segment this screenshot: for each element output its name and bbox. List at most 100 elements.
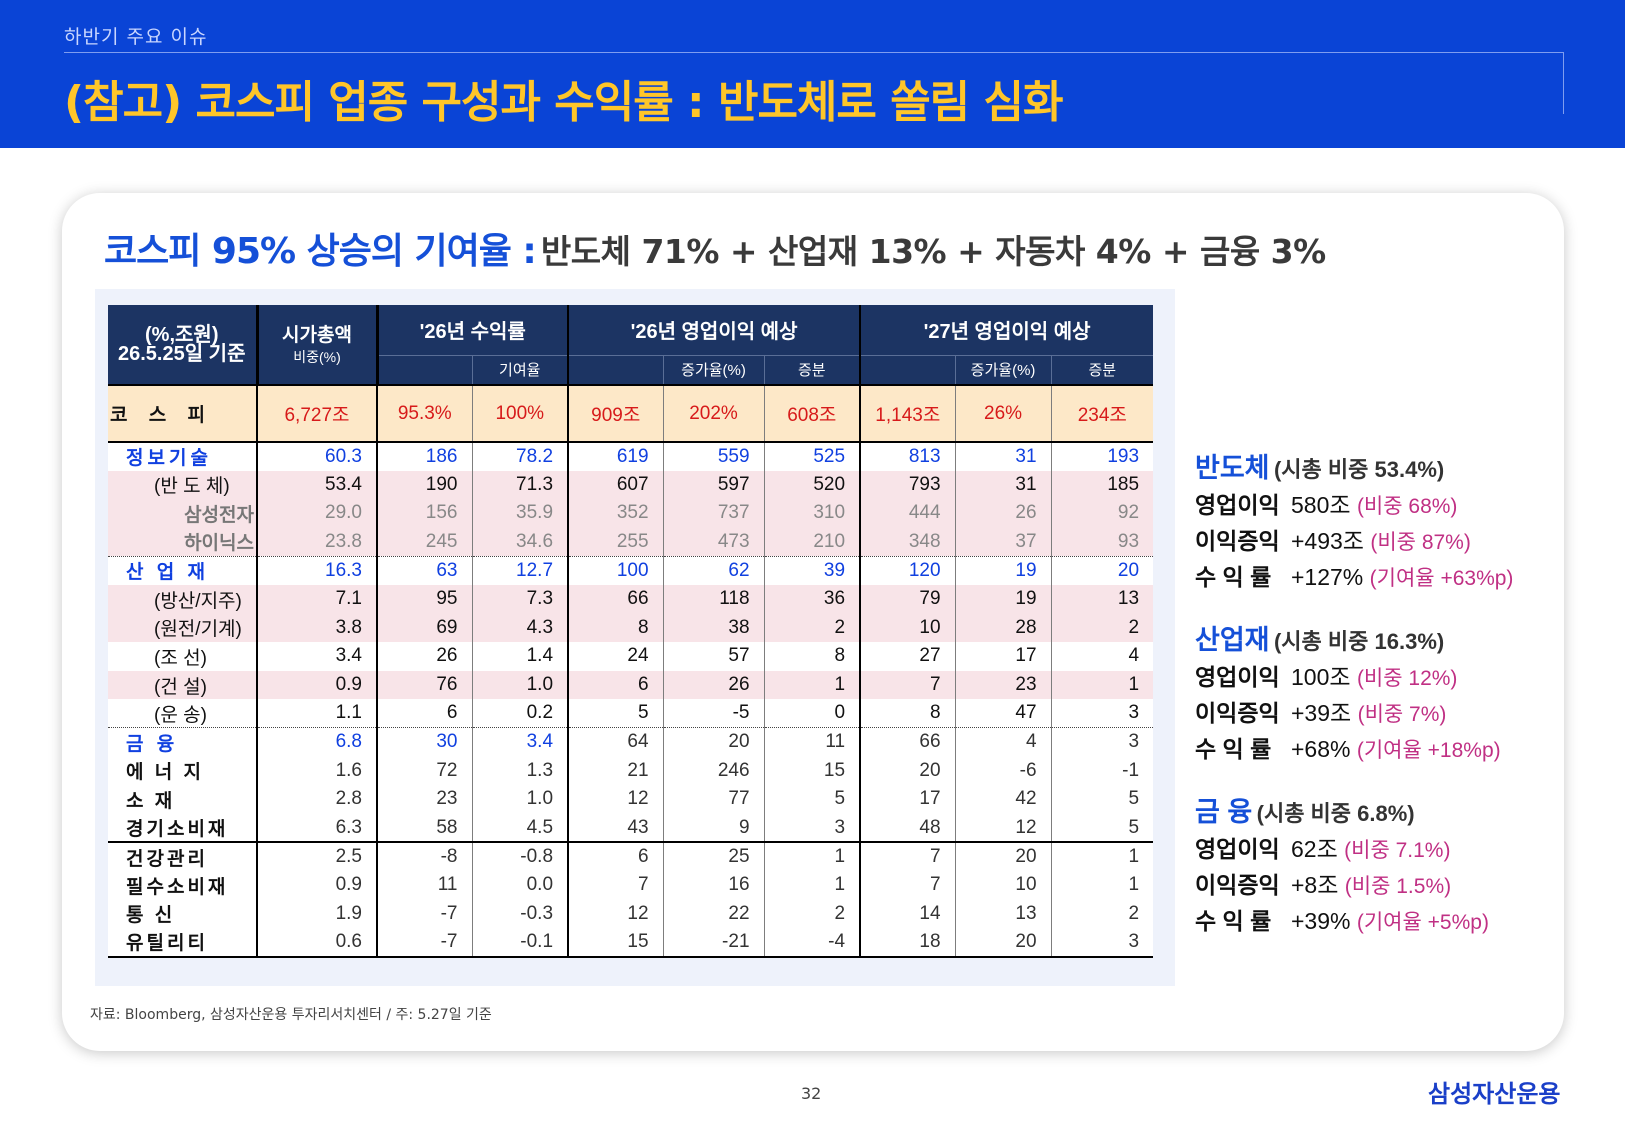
table-cell: 352 <box>568 499 664 528</box>
summary-note: (비중 7.1%) <box>1344 839 1451 862</box>
table-cell: 1.6 <box>257 756 378 786</box>
table-cell: 8 <box>568 613 664 643</box>
table-cell: 16.3 <box>257 556 378 585</box>
table-cell: 11 <box>377 870 473 900</box>
table-cell: 11 <box>764 727 862 757</box>
table-cell: 77 <box>663 785 765 814</box>
sector-label: 유틸리티 <box>108 928 258 958</box>
table-cell: 4.5 <box>472 813 570 843</box>
table-cell: -0.1 <box>472 928 570 958</box>
table-row: 금 융 6.8 30 3.4 64 20 11 66 4 3 <box>108 727 1154 757</box>
table-cell: 3.4 <box>257 642 378 671</box>
table-cell: 23 <box>377 785 473 814</box>
table-cell: 4 <box>955 727 1052 757</box>
table-cell: 1.9 <box>257 899 378 929</box>
table-row: 필수소비재 0.9 11 0.0 7 16 1 7 10 1 <box>108 870 1154 900</box>
table-cell: 1.4 <box>472 642 570 671</box>
table-cell: 13 <box>1051 584 1154 614</box>
headline-rest: 반도체 71% + 산업재 13% + 자동차 4% + 금융 3% <box>540 232 1326 271</box>
summary-label: 이익증익 <box>1195 872 1280 898</box>
table-cell: 2 <box>764 613 862 643</box>
op27-increment-subheader: 증분 <box>1050 354 1154 385</box>
table-cell: 3 <box>1051 928 1154 958</box>
table-cell: 1.0 <box>472 670 570 700</box>
table-cell: 20 <box>1051 556 1154 585</box>
market-cap-header: 시가총액 비중(%) <box>255 305 379 385</box>
table-cell: 27 <box>860 642 956 671</box>
table-cell: 348 <box>860 527 956 557</box>
table-cell: 76 <box>377 670 473 700</box>
table-cell: 28 <box>955 613 1052 643</box>
summary-label: 영업이익 <box>1195 664 1280 690</box>
table-cell: 26 <box>663 670 765 700</box>
table-cell: 2.8 <box>257 785 378 814</box>
table-row: (운 송) 1.1 6 0.2 5 -5 0 8 47 3 <box>108 699 1154 729</box>
sector-label: 필수소비재 <box>108 870 258 900</box>
table-cell: 2.5 <box>257 841 378 871</box>
sector-label: 소 재 <box>108 785 258 814</box>
table-cell: 8 <box>764 642 862 671</box>
sector-label: 삼성전자 <box>108 499 258 528</box>
kospi-cell: 95.3% <box>377 384 473 443</box>
sector-label: (방산/지주) <box>108 584 258 614</box>
summary-label: 영업이익 <box>1195 836 1280 862</box>
table-cell: 607 <box>568 470 664 500</box>
table-cell: 17 <box>955 642 1052 671</box>
table-cell: 185 <box>1051 470 1154 500</box>
table-cell: 597 <box>663 470 765 500</box>
summary-note: (기여율 +18%p) <box>1356 739 1501 762</box>
summary-line: 영업이익 580조 (비중 68%) <box>1195 486 1555 522</box>
summary-note: (비중 68%) <box>1356 495 1458 518</box>
summary-line: 수 익 률 +39% (기여율 +5%p) <box>1195 902 1555 938</box>
table-cell: 15 <box>764 756 862 786</box>
kospi-cell: 26% <box>955 384 1052 443</box>
table-row: 통 신 1.9 -7 -0.3 12 22 2 14 13 2 <box>108 899 1154 929</box>
table-cell: 62 <box>663 556 765 585</box>
brand-logo-text: 삼성자산운용 <box>1428 1080 1561 1108</box>
table-cell: 42 <box>955 785 1052 814</box>
kospi-cell: 909조 <box>568 384 664 443</box>
table-cell: 71.3 <box>472 470 570 500</box>
table-cell: 310 <box>764 499 862 528</box>
table-cell: 21 <box>568 756 664 786</box>
page-title: (참고) 코스피 업종 구성과 수익률 : 반도체로 쏠림 심화 <box>64 77 1063 128</box>
table-cell: 2 <box>1051 899 1154 929</box>
table-cell: 29.0 <box>257 499 378 528</box>
table-cell: 3 <box>1051 699 1154 729</box>
table-cell: 6 <box>568 841 664 871</box>
summary-sector-weight: (시총 비중 16.3%) <box>1273 629 1445 654</box>
table-cell: 190 <box>377 470 473 500</box>
table-cell: 1.3 <box>472 756 570 786</box>
table-cell: 35.9 <box>472 499 570 528</box>
sector-label: 경기소비재 <box>108 813 258 843</box>
summary-note: (기여율 +5%p) <box>1356 911 1489 934</box>
kospi-cell: 234조 <box>1051 384 1154 443</box>
sector-label: 건강관리 <box>108 841 258 871</box>
table-cell: 210 <box>764 527 862 557</box>
table-cell: -4 <box>764 928 862 958</box>
table-cell: 4 <box>1051 642 1154 671</box>
table-cell: 95 <box>377 584 473 614</box>
table-cell: 10 <box>860 613 956 643</box>
unit-header: (%,조원) 26.5.25일 기준 <box>108 305 257 385</box>
table-cell: 26 <box>955 499 1052 528</box>
sector-label: 통 신 <box>108 899 258 929</box>
summary-note: (비중 87%) <box>1370 531 1471 554</box>
table-cell: 0 <box>764 699 862 729</box>
summary-heading: 금 융 (시총 비중 6.8%) <box>1195 790 1555 830</box>
table-cell: 1 <box>1051 670 1154 700</box>
table-cell: 813 <box>860 442 956 471</box>
contribution-subheader: 기여율 <box>471 354 570 385</box>
summary-sector-name: 반도체 <box>1195 453 1270 483</box>
table-cell: 3.8 <box>257 613 378 643</box>
table-cell: 1 <box>1051 870 1154 900</box>
kospi-cell: 100% <box>472 384 570 443</box>
return-header: '26년 수익률 <box>377 305 570 355</box>
summary-value: 580조 <box>1291 492 1351 518</box>
table-cell: 559 <box>663 442 765 471</box>
table-cell: -8 <box>377 841 473 871</box>
table-cell: 13 <box>955 899 1052 929</box>
unit-line1: (%,조원) <box>145 323 219 346</box>
table-cell: 255 <box>568 527 664 557</box>
table-cell: -5 <box>663 699 765 729</box>
